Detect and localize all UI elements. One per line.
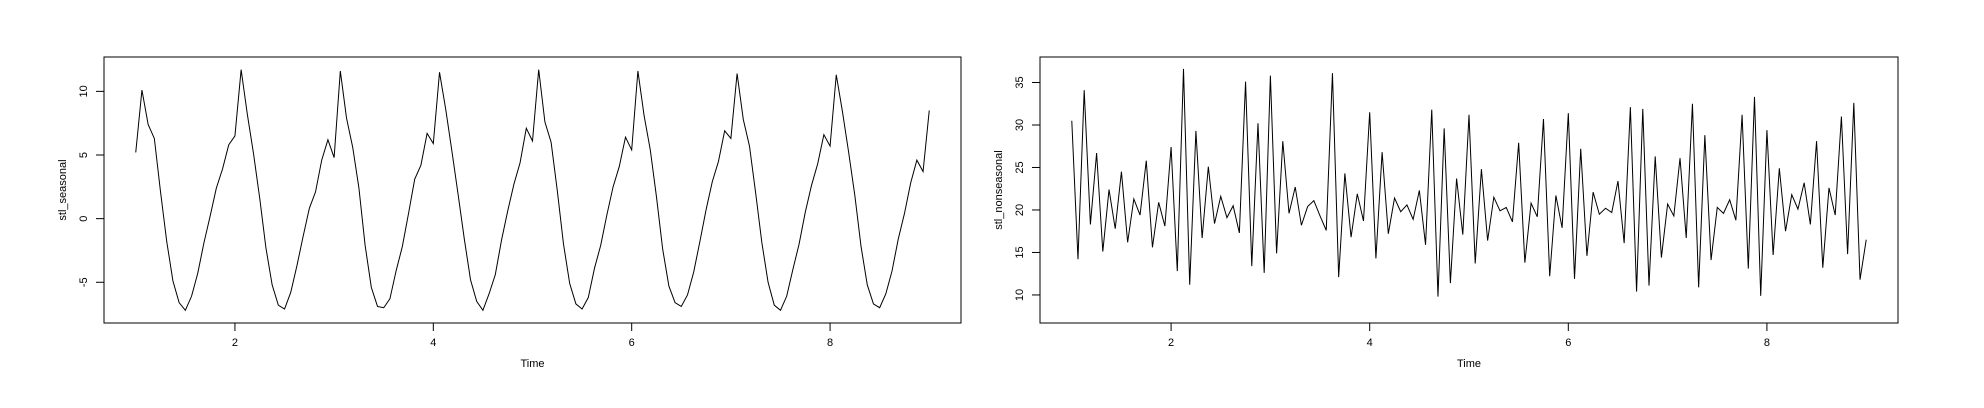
x-tick-label: 4	[430, 337, 436, 349]
y-tick-label: 35	[1014, 76, 1026, 88]
series-line	[135, 69, 930, 312]
x-tick-label: 8	[1764, 337, 1770, 349]
y-tick-label: 0	[78, 216, 90, 222]
y-axis-label: stl_nonseasonal	[993, 150, 1005, 230]
y-tick-label: 30	[1014, 119, 1026, 131]
y-axis-label: stl_seasonal	[57, 159, 69, 220]
plot-box	[103, 56, 962, 324]
y-tick-label: 5	[78, 152, 90, 158]
x-axis-label: Time	[1457, 358, 1481, 370]
y-tick-label: 20	[1014, 204, 1026, 216]
y-tick-label: -5	[78, 277, 90, 287]
x-tick-label: 2	[1168, 337, 1174, 349]
y-tick-label: 15	[1014, 246, 1026, 258]
x-tick-label: 8	[827, 337, 833, 349]
plot-box	[1039, 56, 1899, 324]
x-axis-label: Time	[520, 358, 544, 370]
y-tick-label: 10	[1014, 289, 1026, 301]
series-line	[1071, 68, 1867, 297]
y-tick-label: 10	[78, 85, 90, 97]
x-tick-label: 4	[1367, 337, 1373, 349]
x-tick-label: 6	[629, 337, 635, 349]
x-tick-label: 2	[232, 337, 238, 349]
x-tick-label: 6	[1565, 337, 1571, 349]
y-tick-label: 25	[1014, 161, 1026, 173]
